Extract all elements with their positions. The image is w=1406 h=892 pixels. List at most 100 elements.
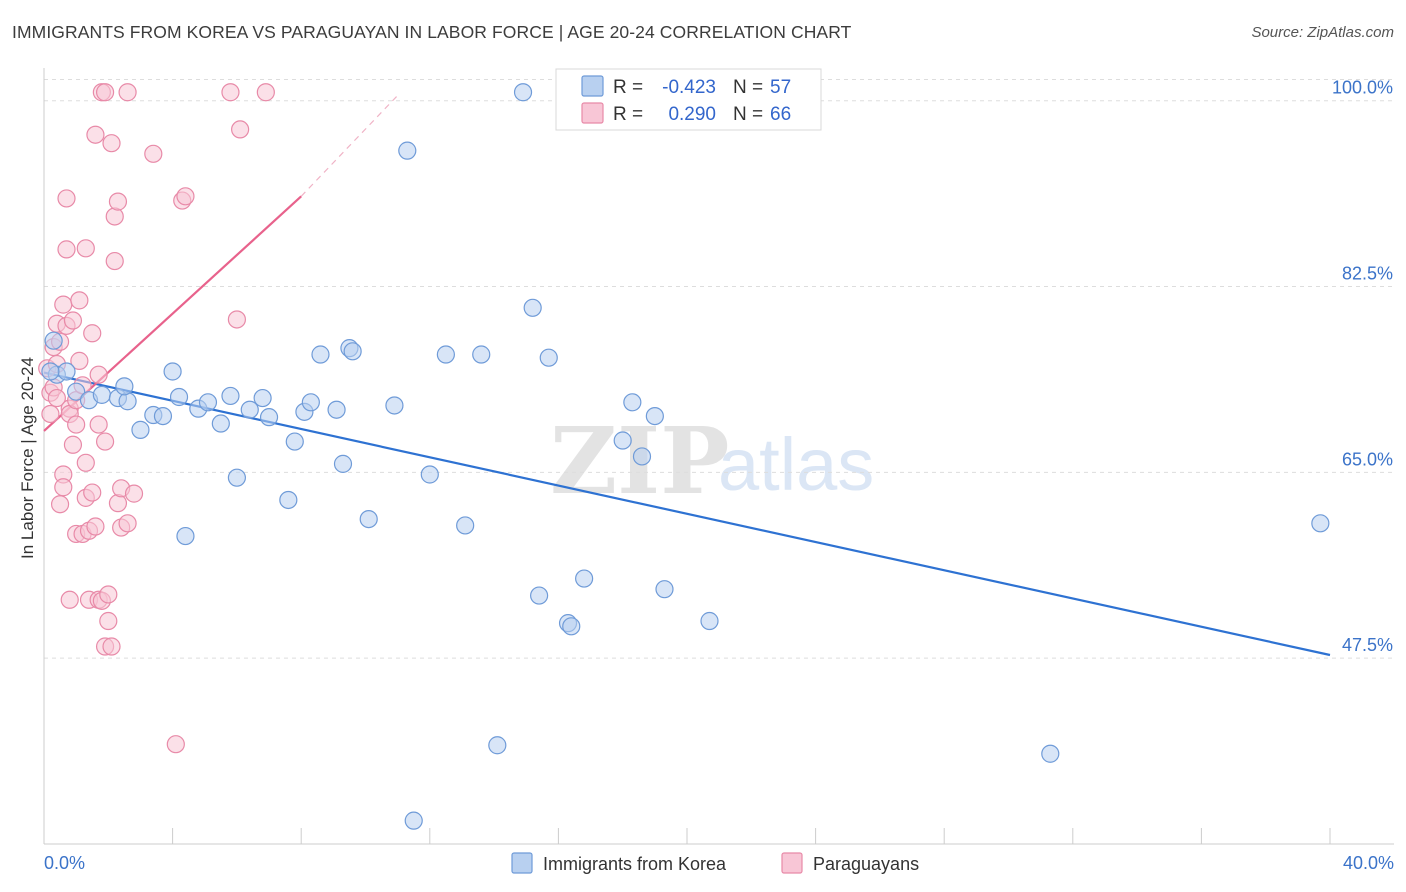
data-point-korea [57,362,76,381]
y-tick-label: 100.0% [1332,78,1393,98]
y-tick-label: 82.5% [1342,264,1393,284]
data-point-paraguay [67,415,86,434]
trend-line-korea [43,371,1331,657]
data-point-paraguay [227,310,246,329]
series-legend: Immigrants from Korea Paraguayans [511,852,919,874]
legend-korea-n-value: 57 [770,77,791,98]
legend-paraguay-n-value: 66 [770,104,791,125]
data-point-korea [221,386,240,406]
bottom-legend-swatch-korea [511,852,533,874]
data-point-paraguay [144,144,163,163]
correlation-legend: R = -0.423 N = 57 R = 0.290 N = 66 [555,68,822,131]
data-point-korea [398,141,417,160]
data-point-korea [131,420,150,439]
data-point-paraguay [89,415,108,434]
data-point-paraguay [60,590,79,609]
data-point-korea [259,408,279,427]
legend-paraguay-r-value: 0.290 [668,104,716,125]
data-point-korea [359,509,378,529]
data-point-paraguay [47,388,66,408]
data-point-paraguay [57,189,76,208]
data-point-korea [385,396,404,415]
data-point-paraguay [256,83,275,102]
data-point-paraguay [108,192,128,211]
data-point-korea [700,611,719,631]
data-point-korea [44,331,63,350]
chart-source: Source: ZipAtlas.com [1251,24,1394,41]
data-point-korea [92,385,111,404]
y-axis-label: In Labor Force | Age 20-24 [18,357,37,559]
data-point-korea [436,345,455,364]
data-point-paraguay [86,125,105,144]
x-axis-ticks [43,828,1331,844]
data-point-paraguay [176,187,195,206]
x-tick-label-min: 0.0% [44,853,85,873]
chart-title: IMMIGRANTS FROM KOREA VS PARAGUAYAN IN L… [12,22,852,42]
data-point-paraguay [86,517,105,536]
data-point-paraguay [70,351,89,370]
data-point-paraguay [89,365,108,384]
y-tick-label: 65.0% [1342,449,1393,469]
data-point-paraguay [50,495,70,514]
data-point-korea [523,298,542,317]
series-immigrants-from-korea [41,83,1330,830]
data-point-korea [211,414,230,433]
data-point-paraguay [102,134,121,153]
data-point-korea [530,586,549,605]
data-point-paraguay [108,494,128,513]
data-point-korea [420,465,439,484]
trend-line-paraguay-extension [300,95,399,197]
legend-korea-r-label: R = [613,77,643,98]
data-point-paraguay [83,324,102,343]
data-point-korea [311,345,330,364]
data-point-korea [343,342,362,361]
data-point-korea [253,388,272,408]
data-point-korea [118,392,137,411]
data-point-korea [41,362,60,381]
data-point-korea [279,490,298,510]
data-point-paraguay [105,207,124,226]
data-point-korea [513,83,533,102]
legend-swatch-korea [581,75,604,97]
series-paraguayans [38,83,275,754]
data-point-korea [488,736,507,755]
data-point-korea [240,400,259,419]
gridlines [44,79,1394,659]
data-point-paraguay [83,483,102,502]
data-point-korea [115,377,134,396]
data-point-korea [176,526,195,546]
data-point-korea [67,382,86,401]
data-point-korea [333,454,353,473]
data-point-korea [327,400,346,419]
y-tick-label: 47.5% [1342,635,1393,655]
data-point-paraguay [54,295,73,314]
data-point-korea [539,348,558,367]
data-point-paraguay [41,404,60,424]
data-point-paraguay [221,83,240,102]
data-point-paraguay [95,432,115,451]
data-point-paraguay [99,611,118,631]
legend-paraguay-n-label: N = [733,104,763,125]
data-point-paraguay [54,478,73,497]
data-point-paraguay [124,484,144,503]
data-point-korea [632,447,652,466]
data-point-korea [1311,514,1330,533]
data-point-korea [404,811,423,830]
data-point-korea [1041,744,1060,763]
data-point-korea [623,393,642,412]
data-point-paraguay [118,514,137,533]
legend-swatch-paraguay [581,102,604,124]
data-point-paraguay [231,120,250,139]
data-point-paraguay [63,435,83,454]
trend-lines [43,95,1331,657]
data-point-paraguay [102,637,121,656]
y-tick-labels: 47.5% 65.0% 82.5% 100.0% [1332,78,1393,655]
x-tick-label-max: 40.0% [1343,853,1394,873]
data-point-korea [456,516,475,535]
legend-korea-r-value: -0.423 [662,77,716,98]
data-point-korea [655,580,674,599]
data-point-paraguay [70,291,89,310]
legend-paraguay-r-label: R = [613,104,643,125]
data-point-paraguay [118,83,137,102]
